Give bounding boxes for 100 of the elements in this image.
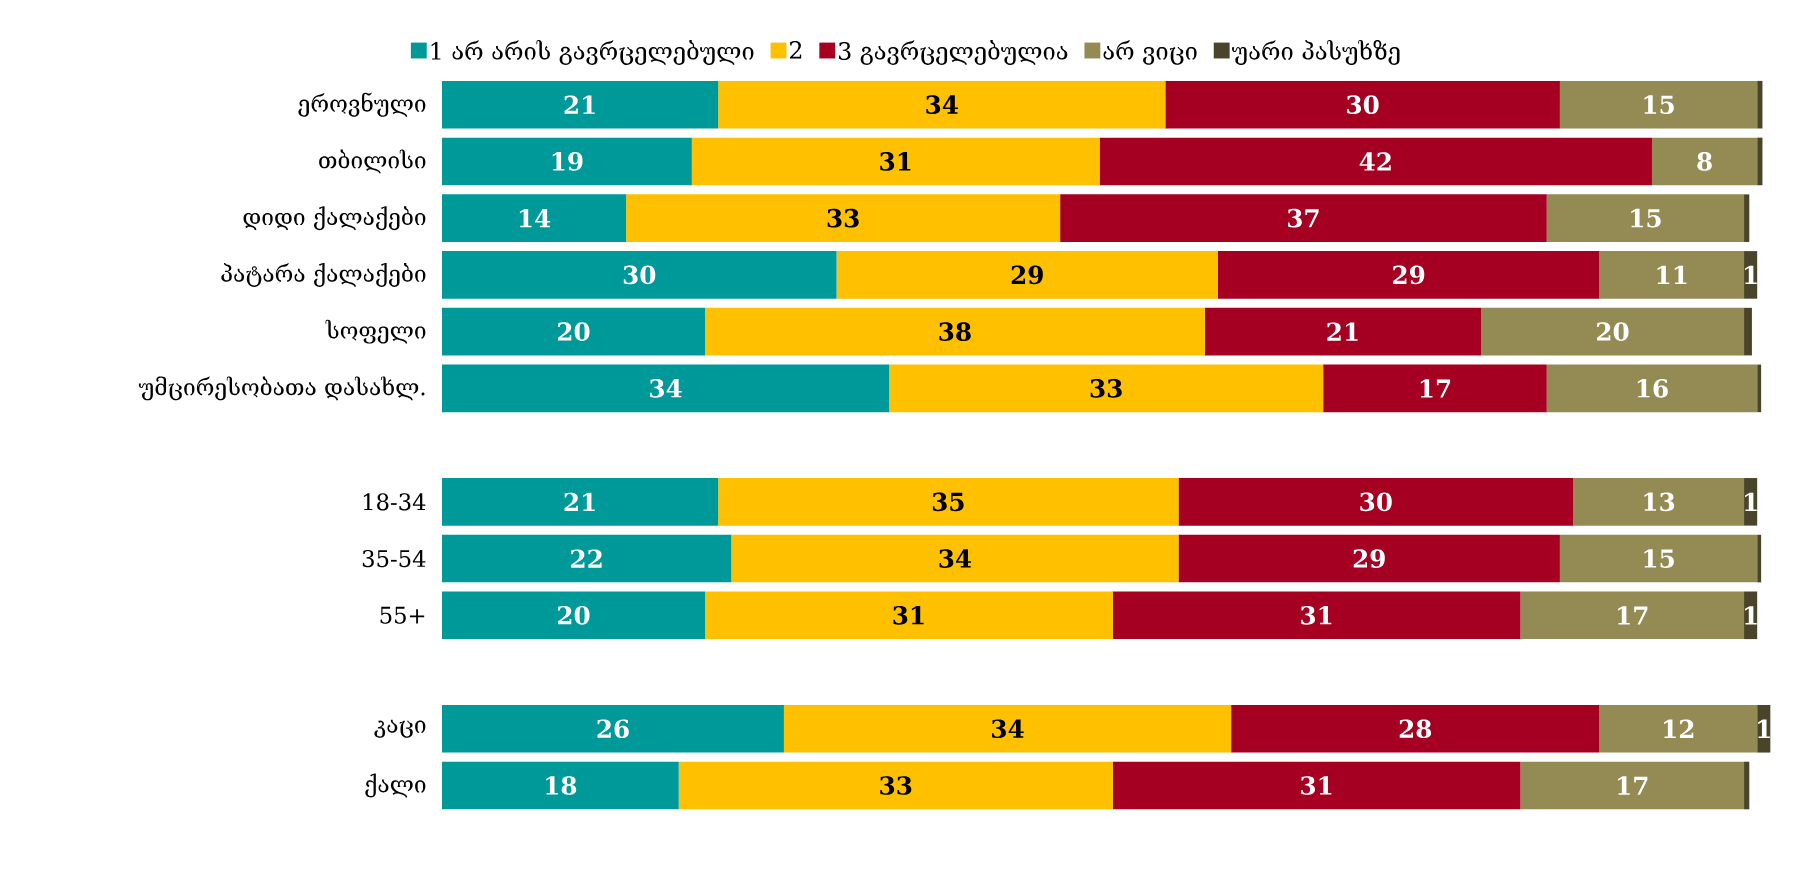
y-tick-label: სოფელი xyxy=(325,319,426,344)
y-tick-label: ქალი xyxy=(365,773,426,798)
legend-label: 2 xyxy=(790,40,802,59)
data-label: 20 xyxy=(557,322,590,341)
data-label: 34 xyxy=(650,378,682,398)
data-label: 31 xyxy=(1301,605,1332,625)
bar xyxy=(441,364,890,412)
bar xyxy=(1757,80,1763,129)
bar xyxy=(1757,137,1763,186)
bar xyxy=(889,364,1324,412)
data-label: 29 xyxy=(1011,265,1043,285)
data-label: 33 xyxy=(880,775,912,795)
data-label: 20 xyxy=(1597,322,1629,341)
bar xyxy=(1178,534,1560,583)
data-label: 21 xyxy=(1327,322,1358,341)
data-label: 17 xyxy=(1618,776,1648,795)
data-label: 15 xyxy=(1644,549,1674,568)
data-label: 31 xyxy=(880,151,911,171)
data-label: 30 xyxy=(623,265,656,285)
bar xyxy=(1112,761,1521,810)
bar xyxy=(691,137,1100,186)
bar xyxy=(1744,761,1750,810)
bar xyxy=(1178,477,1574,526)
data-label: 21 xyxy=(564,492,595,511)
bar xyxy=(441,80,719,129)
data-label: 30 xyxy=(1347,95,1379,114)
y-tick-label: პატარა ქალაქები xyxy=(221,262,426,287)
data-label: 38 xyxy=(939,322,971,341)
y-tick-label: უმცირესობათა დასახლ. xyxy=(138,376,425,401)
data-label: 34 xyxy=(926,95,958,114)
bar xyxy=(1599,250,1745,299)
bar xyxy=(1217,250,1600,299)
data-label: 31 xyxy=(893,605,924,625)
legend-label: 1 არ არის გავრცელებული xyxy=(431,39,754,65)
bar xyxy=(1546,194,1745,242)
data-label: 17 xyxy=(1618,605,1648,625)
data-label: 31 xyxy=(1301,775,1332,795)
bar xyxy=(783,704,1232,753)
bar xyxy=(441,137,692,186)
bar xyxy=(441,534,732,583)
bar xyxy=(1546,364,1758,412)
y-tick-label: 35-54 xyxy=(362,549,426,567)
data-label: 35 xyxy=(932,492,964,511)
bar xyxy=(441,477,719,526)
bar xyxy=(1204,307,1481,356)
data-label: 29 xyxy=(1393,265,1425,285)
bar xyxy=(1559,80,1758,129)
bar xyxy=(441,761,679,810)
data-label: 18 xyxy=(546,775,577,795)
bar xyxy=(705,307,1205,356)
bar xyxy=(1559,534,1758,583)
bar xyxy=(678,761,1113,810)
data-label: 16 xyxy=(1637,378,1668,398)
data-label: 11 xyxy=(1657,265,1687,284)
bar xyxy=(1573,477,1745,526)
bar xyxy=(1060,194,1547,242)
bar xyxy=(441,704,784,753)
data-label: 37 xyxy=(1287,208,1319,228)
data-label: 12 xyxy=(1664,719,1694,738)
data-label: 30 xyxy=(1360,492,1392,511)
bar xyxy=(1520,761,1745,810)
bar xyxy=(1757,534,1762,583)
bar xyxy=(1481,307,1745,356)
data-label: 14 xyxy=(519,208,551,228)
bar xyxy=(1323,364,1547,412)
y-tick-label: კაცი xyxy=(374,719,426,738)
bar xyxy=(441,250,837,299)
legend-label: უარი პასუხზე xyxy=(1232,39,1400,65)
data-label: 1 xyxy=(1758,719,1770,738)
legend-label: 3 გავრცელებულია xyxy=(838,39,1068,65)
bar xyxy=(731,534,1179,583)
data-label: 17 xyxy=(1420,379,1451,398)
y-tick-label: 18-34 xyxy=(363,493,426,511)
data-label: 33 xyxy=(1090,378,1122,398)
bar xyxy=(441,307,706,356)
data-label: 34 xyxy=(939,549,972,568)
bar xyxy=(836,250,1218,299)
data-label: 42 xyxy=(1359,152,1391,171)
legend-label: არ ვიცი xyxy=(1103,39,1197,65)
y-tick-label: დიდი ქალაქები xyxy=(243,206,426,230)
bar xyxy=(441,194,627,242)
data-label: 8 xyxy=(1697,151,1712,171)
data-label: 28 xyxy=(1399,719,1432,738)
bar xyxy=(1099,137,1652,186)
data-label: 1 xyxy=(1745,265,1757,284)
data-label: 29 xyxy=(1353,549,1385,568)
data-label: 34 xyxy=(992,719,1024,738)
data-label: 13 xyxy=(1644,492,1675,511)
bar xyxy=(1744,194,1750,242)
bar xyxy=(1520,591,1745,639)
y-tick-label: ეროვნული xyxy=(298,92,426,117)
bar xyxy=(626,194,1061,242)
y-tick-label: თბილისი xyxy=(319,149,426,174)
data-label: 15 xyxy=(1644,95,1674,114)
bar xyxy=(705,591,1113,639)
data-label: 19 xyxy=(552,151,583,171)
data-label: 33 xyxy=(827,208,859,228)
bar xyxy=(1165,80,1560,129)
data-label: 22 xyxy=(571,549,602,568)
bar xyxy=(1757,364,1762,412)
